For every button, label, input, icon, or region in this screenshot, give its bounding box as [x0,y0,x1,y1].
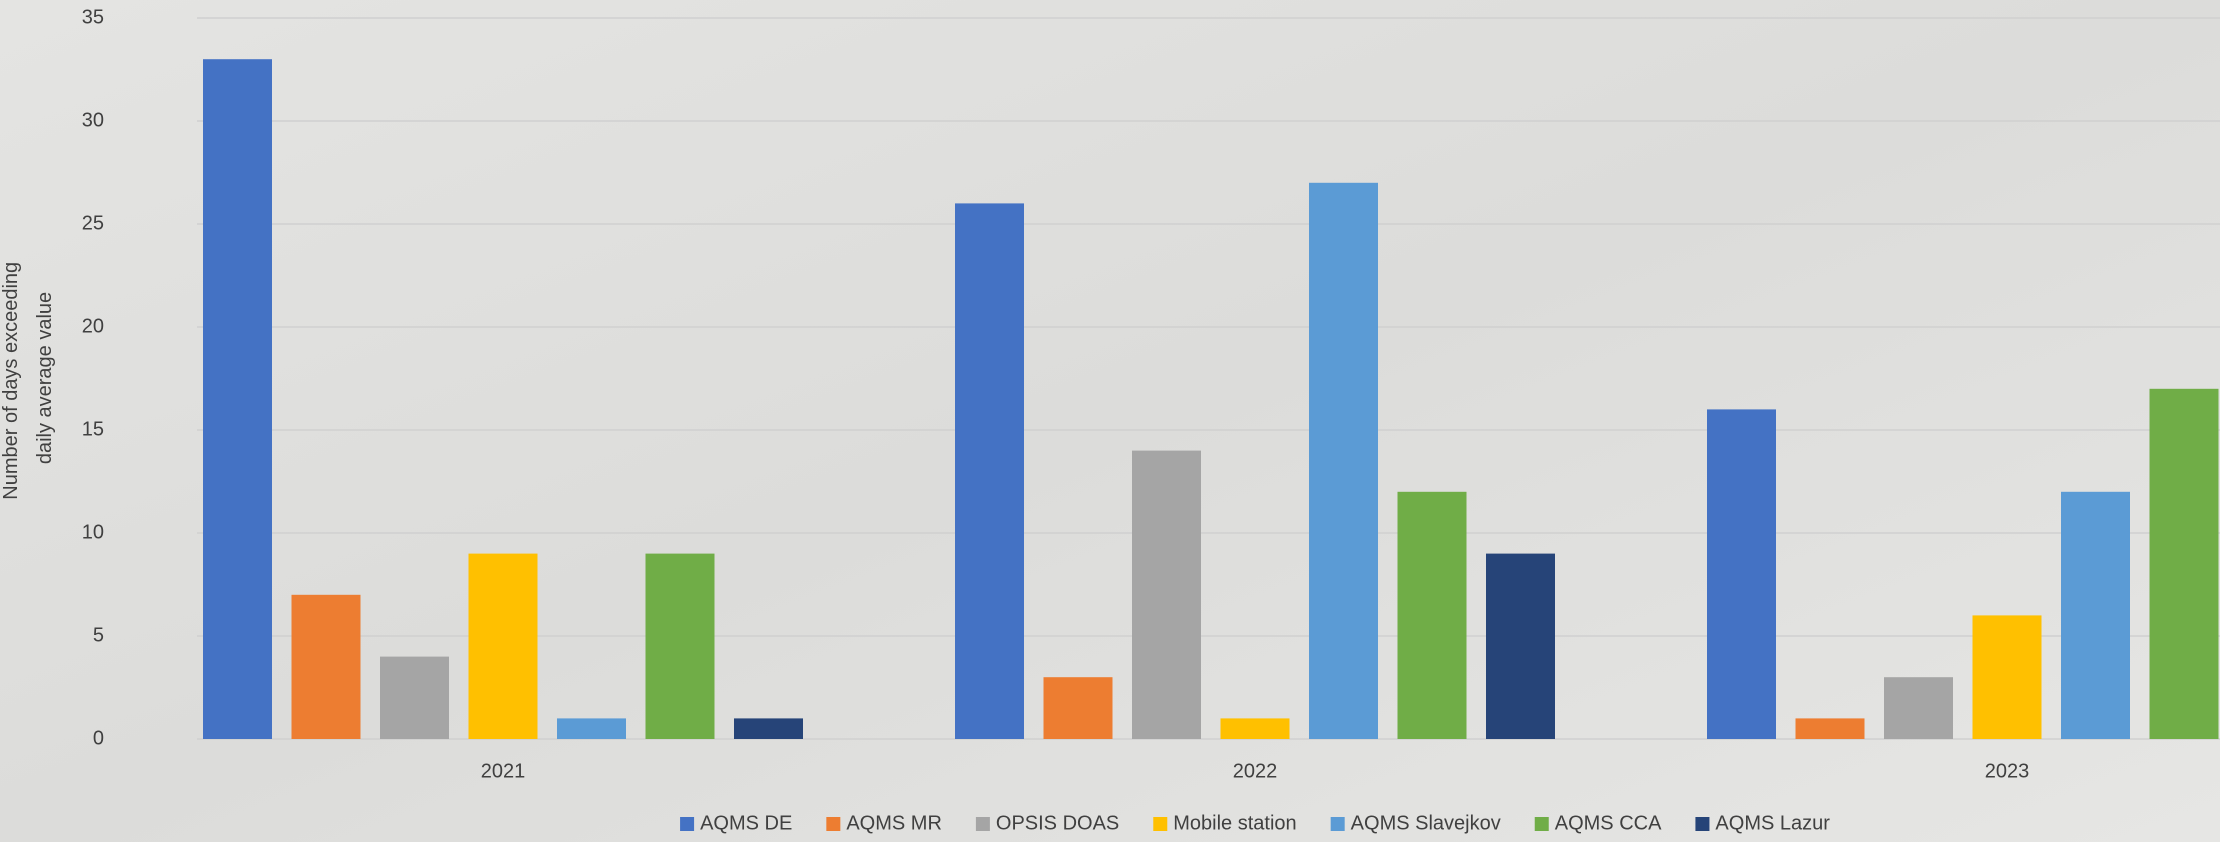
bar [1309,182,1378,740]
bar [734,718,803,739]
bar [1972,615,2042,739]
y-tick-label: 10 [82,521,104,543]
y-tick-label: 0 [93,727,104,749]
bar [468,553,538,739]
bar [380,656,449,739]
legend-label: AQMS CCA [1555,812,1662,834]
bar [2061,491,2130,739]
x-tick-label: 2022 [1233,760,1278,782]
bar [2149,388,2219,739]
legend-swatch [1330,817,1345,831]
legend-swatch [1534,817,1549,831]
y-tick-label: 30 [82,109,104,131]
bar [1486,553,1555,739]
y-axis-label-line: Number of days exceeding [0,262,22,500]
legend-swatch [1153,817,1168,831]
legend-label: AQMS Slavejkov [1351,812,1501,834]
bar [203,59,272,739]
legend-swatch [826,817,841,831]
bar [645,553,715,739]
y-axis-label: Number of days exceeding daily average v… [0,256,56,499]
legend-swatch [975,817,990,831]
x-tick-label: 2021 [481,760,526,782]
y-axis-label-line: daily average value [34,292,56,464]
y-tick-label: 20 [82,315,104,337]
legend-label: AQMS MR [846,812,942,834]
legend-label: AQMS DE [700,812,792,834]
bar [1707,409,1776,739]
bar [1043,677,1113,739]
y-tick-label: 5 [93,624,104,646]
bar [1132,450,1201,739]
bar [955,203,1024,739]
bar [1884,677,1953,739]
bar [1220,718,1290,739]
legend-label: Mobile station [1173,812,1296,834]
bar [1397,491,1467,739]
y-tick-label: 15 [82,418,104,440]
y-tick-label: 35 [82,6,104,28]
bar [1795,718,1865,739]
bar [291,594,361,739]
legend-label: OPSIS DOAS [996,812,1119,834]
legend-swatch [1695,817,1710,831]
x-tick-label: 2023 [1985,760,2030,782]
y-tick-label: 25 [82,212,104,234]
legend-swatch [680,817,695,831]
legend-label: AQMS Lazur [1715,812,1830,834]
bar [557,718,626,739]
